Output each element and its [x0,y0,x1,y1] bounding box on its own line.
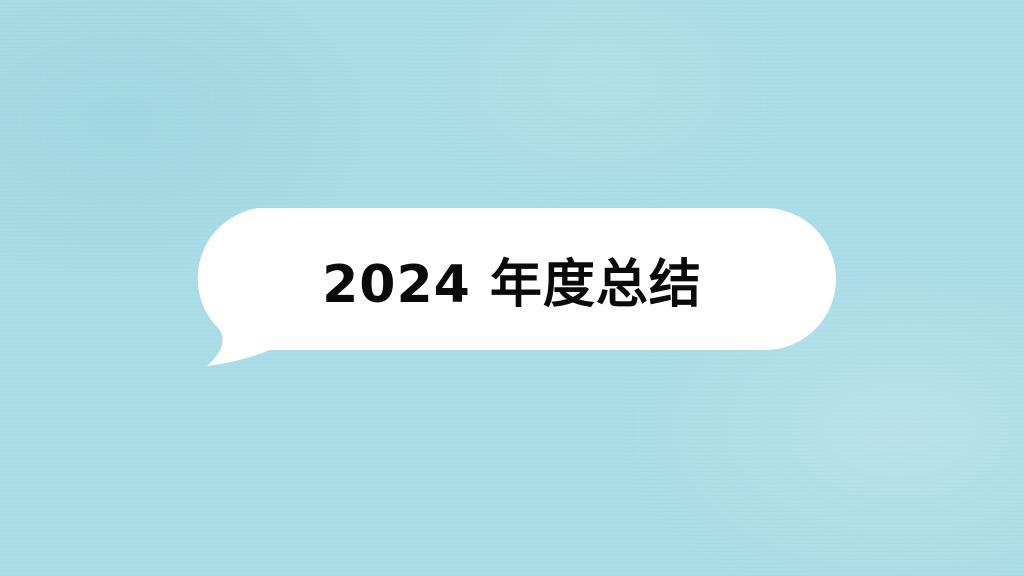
speech-bubble-shape [197,208,836,366]
speech-bubble-title: 2024 年度总结 [322,254,702,315]
